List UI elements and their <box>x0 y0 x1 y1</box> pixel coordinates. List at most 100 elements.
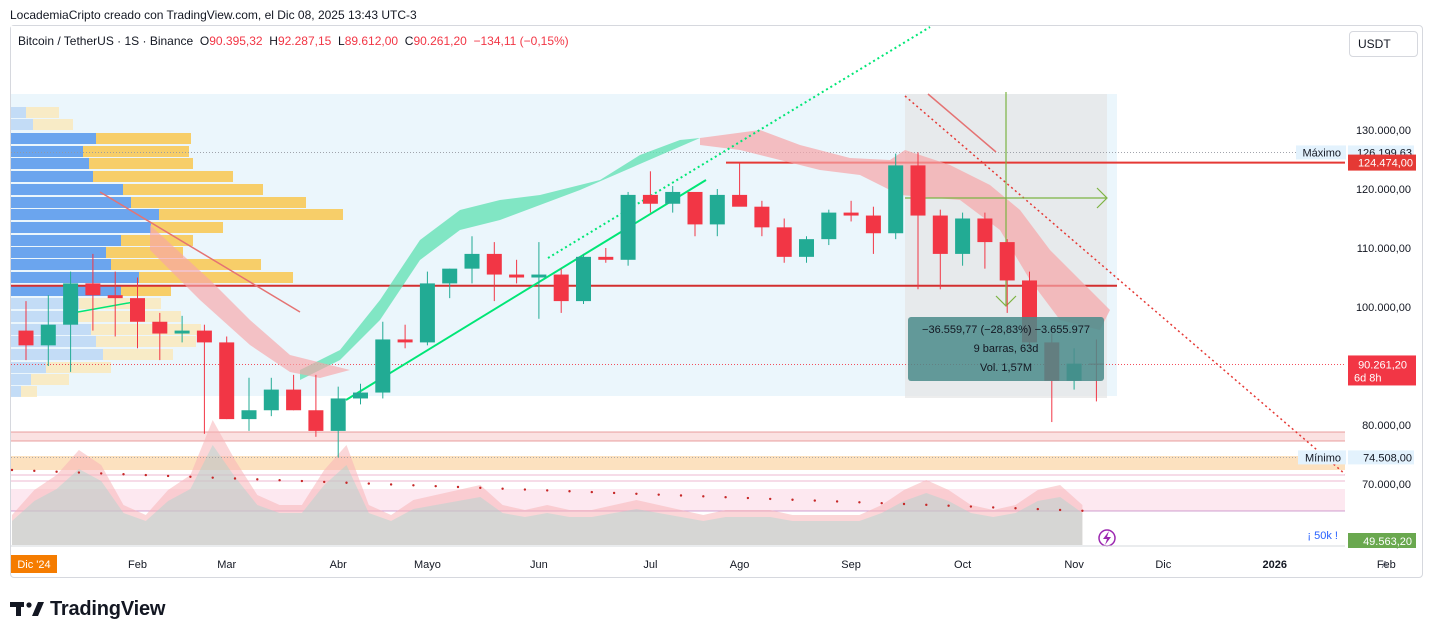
volume-ma-dot <box>835 500 839 503</box>
price-tick-label: 80.000,00 <box>1362 420 1411 432</box>
volume-ma-dot <box>211 476 214 479</box>
close-value: 90.261,20 <box>413 34 467 48</box>
candle-body <box>843 212 859 216</box>
volume-profile-bar-buy <box>11 222 151 233</box>
volume-ma-dot <box>769 497 772 501</box>
candle-body <box>107 295 123 299</box>
volume-profile-bar-sell <box>131 197 306 208</box>
candle-body <box>642 194 658 204</box>
volume-profile-bar-sell <box>46 362 111 373</box>
chart-caption: LocademiaCripto creado con TradingView.c… <box>10 8 417 22</box>
candle-body <box>999 242 1015 281</box>
chart-frame <box>10 25 1423 578</box>
min-label: Mínimo <box>1305 452 1341 464</box>
high-value: 92.287,15 <box>277 34 332 48</box>
volume-ma-dot <box>77 471 81 474</box>
candle-body <box>799 239 814 257</box>
candle-body <box>531 274 547 278</box>
volume-profile-bar-sell <box>93 171 233 182</box>
candle-body <box>687 191 703 225</box>
candle-body <box>63 283 79 325</box>
volume-ma-dot <box>1081 509 1084 512</box>
candle-body <box>888 165 904 234</box>
price-tick-label: 130.000,00 <box>1356 125 1411 137</box>
volume-ma-dot <box>256 478 259 481</box>
volume-profile-bar-sell <box>33 119 73 130</box>
currency-unit-button[interactable]: USDT <box>1349 31 1418 57</box>
low-value: 89.612,00 <box>344 34 399 48</box>
volume-ma-dot <box>1014 507 1017 510</box>
volume-ma-dot <box>412 484 415 487</box>
volume-profile-bar-sell <box>139 272 293 283</box>
volume-profile-bar-buy <box>11 272 139 283</box>
volume-profile-bar-sell <box>159 209 343 220</box>
candle-body <box>576 256 591 302</box>
last-price-box <box>1348 355 1416 386</box>
candle-body <box>18 330 34 346</box>
candle-body <box>910 165 926 216</box>
candle-body <box>464 253 480 269</box>
volume-profile-bar-sell <box>106 247 183 258</box>
volume-profile-bar-sell <box>103 349 173 360</box>
candle-body <box>754 206 770 228</box>
volume-ma-dot <box>345 481 348 484</box>
min-value-box <box>1348 450 1414 465</box>
tradingview-logo-icon <box>10 602 44 616</box>
candle-body <box>375 339 391 393</box>
open-value: 90.395,32 <box>209 34 263 48</box>
candle-body <box>442 268 458 284</box>
price-tick-label: 110.000,00 <box>1357 243 1411 255</box>
auto-scale-button[interactable]: A <box>1381 560 1389 571</box>
volume-profile-bar-buy <box>11 146 83 157</box>
resistance-value-box <box>1348 154 1416 171</box>
candle-body <box>286 389 302 411</box>
volume-profile-bar-sell <box>121 285 171 296</box>
high-label: H <box>269 34 278 48</box>
candle-body <box>85 283 101 296</box>
time-tick-label: Mayo <box>414 559 441 571</box>
volume-profile-bar-buy <box>11 259 111 270</box>
current-date-label-box <box>11 555 57 573</box>
lightning-bolt-icon <box>1103 531 1111 545</box>
candle-body <box>977 218 993 243</box>
max-label-box <box>1296 145 1346 160</box>
candle-body <box>509 274 525 278</box>
volume-ma-dot <box>55 470 58 473</box>
symbol-name[interactable]: Bitcoin / TetherUS · 1S · Binance <box>18 34 194 48</box>
volume-ma-dot <box>568 490 571 493</box>
volume-profile-bar-buy <box>11 119 33 130</box>
measure-bars-text: 9 barras, 63d <box>974 343 1039 355</box>
time-tick-label: Ago <box>730 559 750 571</box>
time-tick-label: Jul <box>643 559 657 571</box>
volume-ma-dot <box>122 473 125 476</box>
volume-ma-dot <box>902 502 906 506</box>
candle-body <box>486 253 502 275</box>
candle-body <box>665 191 681 204</box>
price-tick-label: 100.000,00 <box>1356 302 1411 314</box>
volume-ma-dot <box>612 491 616 495</box>
candle-body <box>865 215 881 234</box>
volume-ma-dot <box>813 499 816 502</box>
volume-ma-dot <box>456 485 460 489</box>
trend-cloud-up <box>300 138 700 380</box>
volume-ma-dot <box>523 488 527 491</box>
volume-profile-bar-sell <box>83 146 189 157</box>
volume-ma-dot <box>434 484 437 488</box>
volume-profile-bar-buy <box>11 158 89 169</box>
volume-ma-dot <box>389 483 393 486</box>
volume-ma-dot <box>724 496 727 499</box>
time-tick-label: Feb <box>128 559 147 571</box>
volume-profile-bar-buy <box>11 184 123 195</box>
volume-ma-dot <box>166 474 170 478</box>
resistance-value: 124.474,00 <box>1358 158 1413 170</box>
candle-body <box>308 410 324 431</box>
candle-body <box>776 227 792 257</box>
candle-body <box>553 274 569 302</box>
volume-ma-dot <box>546 489 549 492</box>
volume-ma-dot <box>479 486 482 490</box>
volume-profile-bar-sell <box>26 107 59 118</box>
volume-ma-dot <box>100 472 103 475</box>
tradingview-logo-text: TradingView <box>50 597 166 620</box>
volume-ma-dot <box>1058 508 1062 512</box>
